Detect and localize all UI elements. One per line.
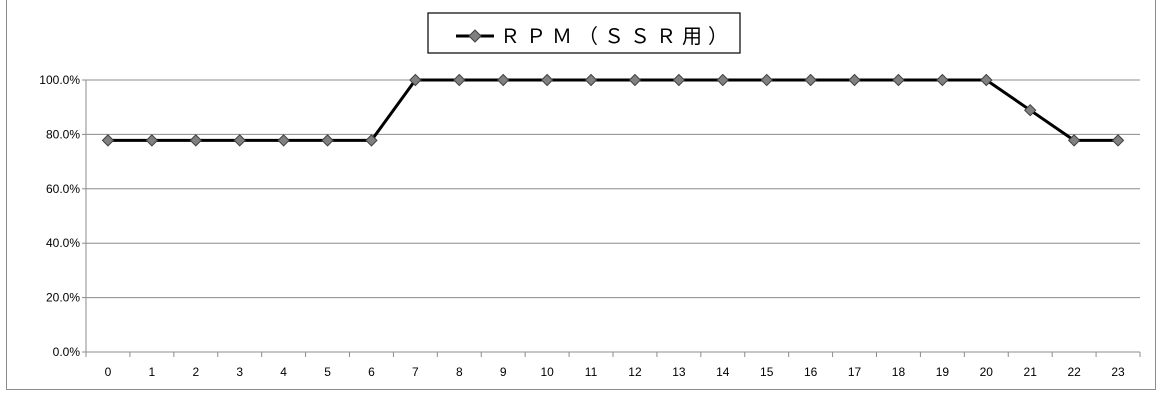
data-point-marker xyxy=(189,134,202,147)
data-point-marker xyxy=(584,73,598,87)
x-tick-label: 11 xyxy=(585,365,598,379)
x-tick-label: 10 xyxy=(540,365,554,379)
y-tick-label: 100.0% xyxy=(39,73,80,87)
x-tick-label: 2 xyxy=(192,365,199,379)
gridlines xyxy=(86,79,1140,299)
data-point-marker xyxy=(101,134,115,147)
y-tick-label: 60.0% xyxy=(46,182,80,196)
data-point-marker xyxy=(1067,134,1081,147)
data-point-marker xyxy=(672,73,686,87)
x-tick-label: 22 xyxy=(1067,365,1081,379)
data-point-marker xyxy=(365,134,378,147)
data-point-marker xyxy=(1024,103,1037,117)
x-tick-label: 0 xyxy=(105,365,112,379)
legend-marker-sample xyxy=(468,29,482,43)
data-point-marker xyxy=(233,134,246,147)
data-point-marker xyxy=(277,134,290,147)
x-tick-label: 20 xyxy=(980,365,994,379)
data-point-marker xyxy=(716,73,729,87)
y-tick-label: 20.0% xyxy=(46,291,80,305)
data-point-marker xyxy=(409,73,422,87)
axes xyxy=(82,79,1141,357)
x-tick-label: 1 xyxy=(149,365,156,379)
x-tick-label: 14 xyxy=(716,365,730,379)
x-tick-label: 16 xyxy=(804,365,818,379)
data-point-marker xyxy=(892,73,905,87)
data-point-marker xyxy=(1111,134,1125,147)
y-tick-label: 80.0% xyxy=(46,127,80,141)
y-tick-label: 0.0% xyxy=(53,345,81,359)
data-point-marker xyxy=(145,134,159,147)
data-point-marker xyxy=(540,73,554,87)
data-point-marker xyxy=(848,73,861,87)
x-tick-label: 9 xyxy=(500,365,507,379)
series-line-group xyxy=(107,78,1119,142)
y-tick-label: 40.0% xyxy=(46,236,80,250)
x-tick-label: 23 xyxy=(1111,365,1125,379)
data-point-marker xyxy=(804,73,817,87)
chart-frame xyxy=(6,0,1156,390)
x-tick-label: 7 xyxy=(412,365,419,379)
data-point-marker xyxy=(980,73,993,87)
data-point-marker xyxy=(497,73,510,87)
x-tick-label: 17 xyxy=(848,365,862,379)
x-tick-label: 13 xyxy=(672,365,686,379)
data-point-marker xyxy=(628,73,642,87)
x-tick-label: 19 xyxy=(936,365,950,379)
x-tick-label: 18 xyxy=(892,365,906,379)
x-tick-label: 8 xyxy=(456,365,463,379)
legend: ＲＰＭ（ＳＳＲ用） xyxy=(427,12,741,54)
series-line xyxy=(107,78,1119,142)
x-tick-label: 15 xyxy=(760,365,774,379)
y-axis-tick-labels: 0.0% 20.0% 40.0% 60.0% 80.0% 100.0% xyxy=(39,73,80,359)
x-tick-label: 4 xyxy=(280,365,287,379)
data-point-marker xyxy=(321,134,334,147)
x-axis-tick-labels: 0 1 2 3 4 5 6 7 8 9 10 11 12 13 14 15 16 17 18 19 20 21 22 23 xyxy=(105,365,1125,379)
x-tick-label: 21 xyxy=(1024,365,1038,379)
x-tick-label: 6 xyxy=(368,365,375,379)
x-tick-label: 5 xyxy=(324,365,331,379)
data-point-marker xyxy=(936,73,949,87)
data-point-marker xyxy=(453,73,466,87)
legend-box xyxy=(427,12,741,54)
series-markers-group xyxy=(101,73,1125,147)
legend-series-label: ＲＰＭ（ＳＳＲ用） xyxy=(500,25,734,48)
x-tick-label: 3 xyxy=(236,365,243,379)
data-point-marker xyxy=(760,73,773,87)
x-tick-label: 12 xyxy=(628,365,642,379)
